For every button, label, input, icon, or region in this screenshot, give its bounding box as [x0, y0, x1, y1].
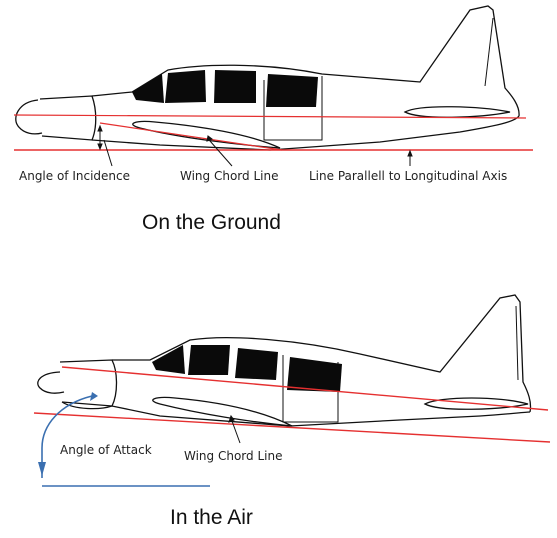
- wing-chord-pointer: [209, 140, 233, 167]
- air-spinner: [37, 371, 65, 394]
- parallel-arrowhead: [407, 149, 413, 157]
- ground-stabilizer: [403, 106, 511, 118]
- parallel-axis-label: Line Parallell to Longitudinal Axis: [309, 169, 507, 183]
- attack-arrowhead-down: [38, 462, 46, 476]
- air-wing-chord-label: Wing Chord Line: [184, 449, 282, 463]
- air-chord-line: [33, 412, 551, 443]
- air-title: In the Air: [170, 506, 253, 529]
- attack-arrowhead-up: [90, 392, 98, 401]
- air-wing-chord-pointer: [231, 420, 241, 444]
- angle-of-incidence-label: Angle of Incidence: [19, 169, 130, 183]
- incidence-arrowhead-up: [97, 124, 103, 132]
- ground-title: On the Ground: [142, 211, 281, 234]
- air-wing-chord-arrowhead: [228, 414, 235, 423]
- air-window-3: [287, 357, 342, 392]
- angle-incidence-pointer: [103, 139, 113, 167]
- air-windshield: [152, 345, 185, 374]
- ground-cowling: [39, 95, 97, 141]
- ground-windshield: [132, 74, 164, 103]
- ground-window-2: [214, 70, 256, 103]
- air-fin-detail: [515, 305, 519, 381]
- ground-window-3: [266, 74, 318, 107]
- ground-spinner: [15, 99, 43, 135]
- air-pointers: [228, 414, 241, 444]
- attack-arrow: [38, 392, 98, 478]
- ground-windows: [132, 70, 318, 107]
- ground-fuselage-top: [91, 5, 520, 117]
- ground-fuselage-bottom: [91, 115, 520, 151]
- air-windows: [152, 345, 342, 392]
- ground-wing-chord-label: Wing Chord Line: [180, 169, 278, 183]
- wing-chord-arrowhead: [206, 135, 214, 142]
- air-wing: [152, 396, 293, 427]
- air-airplane: [37, 294, 532, 427]
- ground-chord-wing-line: [99, 122, 283, 151]
- ground-window-1: [165, 70, 206, 103]
- air-window-1: [188, 345, 230, 375]
- air-fuselage-top: [112, 294, 532, 413]
- ground-chord-line: [13, 114, 527, 119]
- air-longitudinal-axis-line: [61, 366, 549, 411]
- air-stabilizer: [423, 397, 529, 410]
- ground-pointers: [97, 124, 413, 167]
- ground-wing: [132, 120, 281, 149]
- angle-of-attack-label: Angle of Attack: [60, 443, 152, 457]
- ground-airplane: [15, 5, 520, 151]
- air-window-2: [235, 348, 278, 380]
- incidence-arrowhead-down: [97, 143, 103, 151]
- ground-door: [263, 76, 323, 141]
- ground-fin-detail: [484, 17, 494, 87]
